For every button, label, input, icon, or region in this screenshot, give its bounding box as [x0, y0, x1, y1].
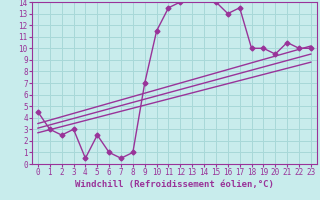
- X-axis label: Windchill (Refroidissement éolien,°C): Windchill (Refroidissement éolien,°C): [75, 180, 274, 189]
